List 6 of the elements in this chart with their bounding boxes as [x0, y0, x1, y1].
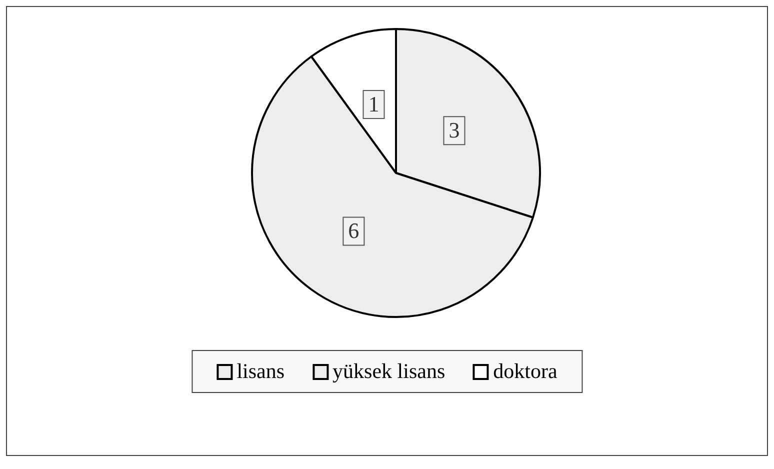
data-label: 1: [368, 91, 380, 116]
legend-label: doktora: [493, 359, 558, 384]
data-label: 3: [448, 117, 460, 142]
legend-label: yüksek lisans: [332, 359, 446, 384]
data-label: 6: [348, 218, 360, 244]
legend-label: lisans: [236, 359, 285, 384]
